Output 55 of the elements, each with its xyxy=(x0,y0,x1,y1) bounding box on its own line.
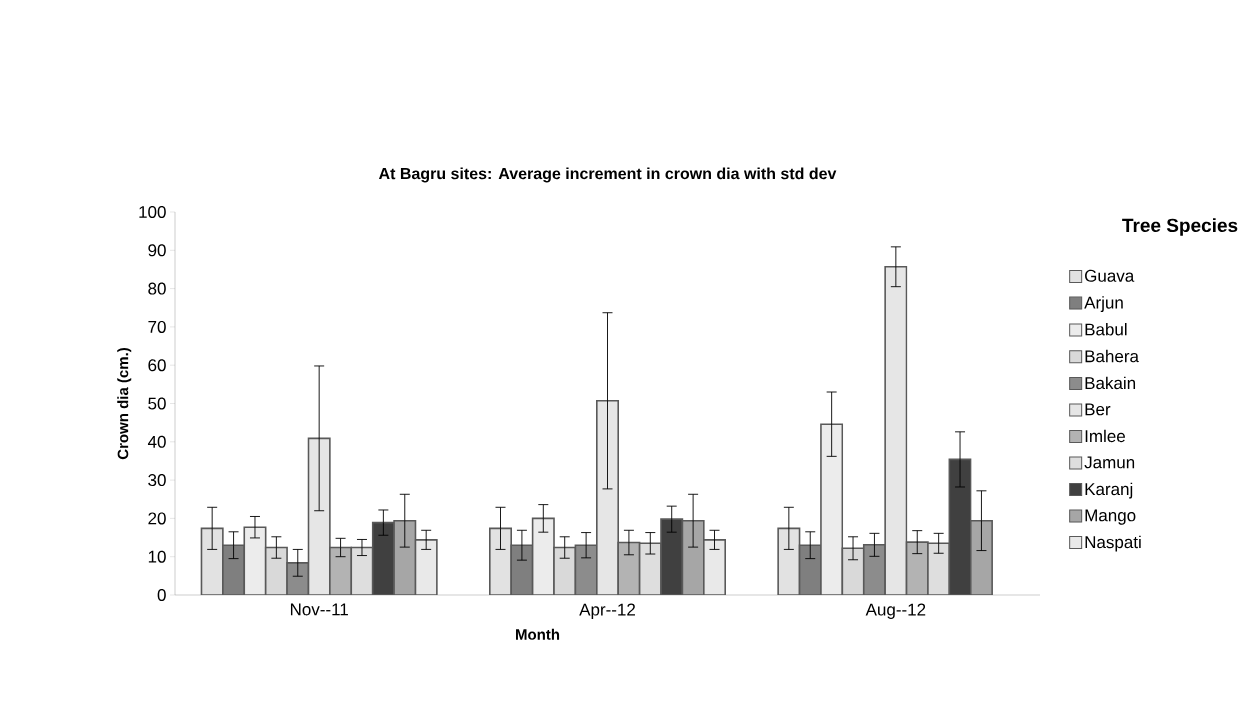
y-tick-label: 70 xyxy=(148,320,166,333)
legend-label: Mango xyxy=(1085,509,1136,525)
y-tick-label: 90 xyxy=(148,244,166,257)
bar xyxy=(350,546,374,595)
y-tick-label: 50 xyxy=(148,397,166,410)
y-axis-title: Crown dia (cm.) xyxy=(117,348,132,460)
legend-label: Karanj xyxy=(1085,482,1133,499)
bar xyxy=(617,541,641,595)
bar xyxy=(553,546,577,595)
chart-title: At Bagru sites: Average increment in crown dia with std dev xyxy=(378,167,837,183)
bar xyxy=(841,547,865,595)
x-tick-label: Apr--12 xyxy=(579,603,635,619)
legend-label: Imlee xyxy=(1085,429,1125,443)
legend-label: Guava xyxy=(1085,269,1135,282)
bar xyxy=(905,541,929,595)
bar xyxy=(884,265,908,595)
bar xyxy=(948,458,972,595)
bar xyxy=(531,517,555,595)
bar xyxy=(820,423,844,595)
bar xyxy=(200,527,224,595)
x-tick-label: Nov--11 xyxy=(290,603,348,616)
bar xyxy=(489,527,513,595)
bar xyxy=(969,519,993,595)
legend-label: Bakain xyxy=(1085,376,1136,390)
bar xyxy=(393,519,417,595)
y-tick-label: 80 xyxy=(148,282,166,295)
bar xyxy=(660,518,684,595)
y-tick-label: 10 xyxy=(148,550,166,563)
bar xyxy=(777,527,801,595)
bar xyxy=(596,400,620,595)
x-axis-title: Month xyxy=(516,628,560,640)
legend-label: Naspati xyxy=(1085,535,1141,552)
y-tick-label: 30 xyxy=(148,474,166,487)
bar xyxy=(927,542,951,595)
bar xyxy=(681,519,705,595)
y-tick-label: 40 xyxy=(147,435,166,448)
legend-label: Jamun xyxy=(1084,456,1135,469)
bar xyxy=(638,542,662,595)
y-tick-label: 0 xyxy=(157,588,166,602)
bar xyxy=(243,526,267,595)
bar xyxy=(329,546,353,595)
y-tick-label: 100 xyxy=(139,205,166,219)
bar xyxy=(703,539,727,595)
legend-label: Ber xyxy=(1085,403,1111,416)
legend-title: Tree Species xyxy=(1122,218,1238,236)
bar xyxy=(414,539,438,595)
x-tick-label: Aug--12 xyxy=(865,603,926,619)
bar xyxy=(371,521,395,595)
y-tick-label: 60 xyxy=(148,359,166,372)
legend-label: Arjun xyxy=(1084,296,1123,313)
bar xyxy=(264,546,288,595)
bar xyxy=(307,437,331,595)
y-tick-label: 20 xyxy=(148,512,166,525)
legend-label: Babul xyxy=(1085,323,1127,336)
legend-label: Bahera xyxy=(1085,349,1139,363)
